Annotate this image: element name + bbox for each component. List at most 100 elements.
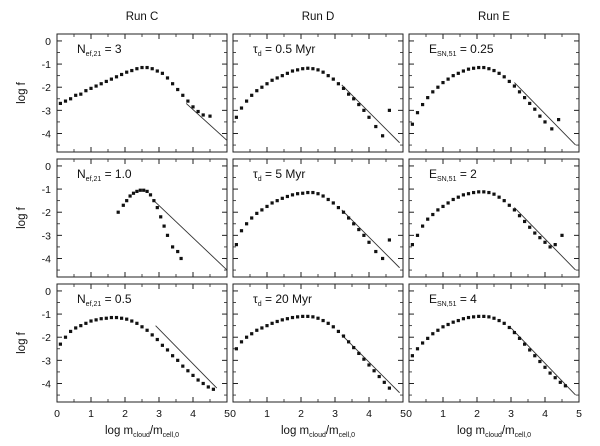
data-point [255,89,259,93]
panel-label-value: = 20 Myr [262,292,312,306]
data-point [245,222,249,226]
data-point [128,194,132,198]
data-point [63,99,68,103]
panel-label-subscript: d [258,301,262,308]
data-point [497,318,501,323]
panel-label-symbol: τ [253,167,258,181]
data-point [250,93,254,97]
data-point [176,358,180,362]
data-point [94,318,98,322]
y-tick-label: 0 [45,36,51,48]
data-point [367,115,371,119]
data-point [142,188,146,192]
data-point [558,380,562,384]
panel-label-subscript: SN,51 [437,51,457,58]
data-point [441,325,445,329]
data-point [280,74,284,78]
data-point [316,192,320,196]
data-point [265,204,269,209]
data-point [321,318,325,323]
data-point [260,326,264,330]
data-point [352,222,356,226]
data-point [138,188,142,192]
data-point [270,201,274,205]
x-tick-label: 3 [508,408,514,420]
data-point [311,190,315,195]
data-point [186,99,190,103]
data-point [191,105,195,109]
y-axis-label: log f [16,206,28,229]
data-point [497,71,501,75]
panel-label-symbol: E [429,42,437,56]
data-point [387,238,391,242]
panel-label-subscript: d [258,51,262,58]
data-point [239,106,244,110]
data-point [431,332,435,336]
y-tick-label: 0 [45,286,51,298]
data-point [456,195,460,199]
data-point [472,66,476,70]
data-point [461,317,465,321]
panel-label: Nef,21 = 3 [77,42,122,58]
data-point [206,385,210,389]
data-point [104,79,108,84]
y-tick-label: -1 [42,309,51,321]
data-point [265,324,269,328]
data-point [84,321,88,325]
data-point [239,229,244,233]
data-point [466,315,471,320]
data-point [512,208,516,212]
panel-label: τd = 5 Myr [253,167,305,183]
data-point [321,70,325,74]
data-point [512,84,516,88]
data-point [374,124,378,129]
data-point [563,384,567,388]
data-point [159,215,163,219]
data-point [426,336,430,340]
data-point [336,82,340,86]
data-point [99,82,103,86]
y-tick-label: -1 [42,59,51,71]
x-axis-label-mid: /m [502,425,515,437]
data-point [456,71,460,75]
data-point [301,191,305,195]
data-point [357,102,361,107]
data-point [538,114,542,118]
data-point [296,315,300,319]
panel-label-value: = 3 [101,42,122,56]
data-point [140,325,144,329]
data-point [548,245,552,249]
data-point [160,71,164,75]
data-point [543,120,547,124]
data-point [179,256,183,261]
panel-label-symbol: N [77,167,86,181]
data-point [446,77,450,81]
data-point [381,256,385,261]
data-point [109,77,113,81]
data-point [517,90,522,94]
data-point [155,205,159,210]
data-point [538,236,542,240]
data-point [421,224,425,228]
data-point [477,65,481,70]
data-point [201,113,205,117]
data-point [239,340,244,344]
data-point [372,369,376,373]
panel-label-symbol: E [429,167,437,181]
data-point [69,329,73,334]
data-point [367,363,371,367]
data-point [311,67,315,71]
data-point [316,316,320,320]
data-point [451,74,455,78]
x-tick-label: 3 [332,408,338,420]
data-point [280,196,284,200]
data-point [472,315,476,319]
data-point [181,93,185,97]
data-point [426,217,430,221]
data-point [171,354,175,358]
panel-label-symbol: N [77,292,86,306]
y-tick-label: -4 [42,128,51,140]
data-point [270,78,274,82]
panel-label: Nef,21 = 0.5 [77,292,132,308]
